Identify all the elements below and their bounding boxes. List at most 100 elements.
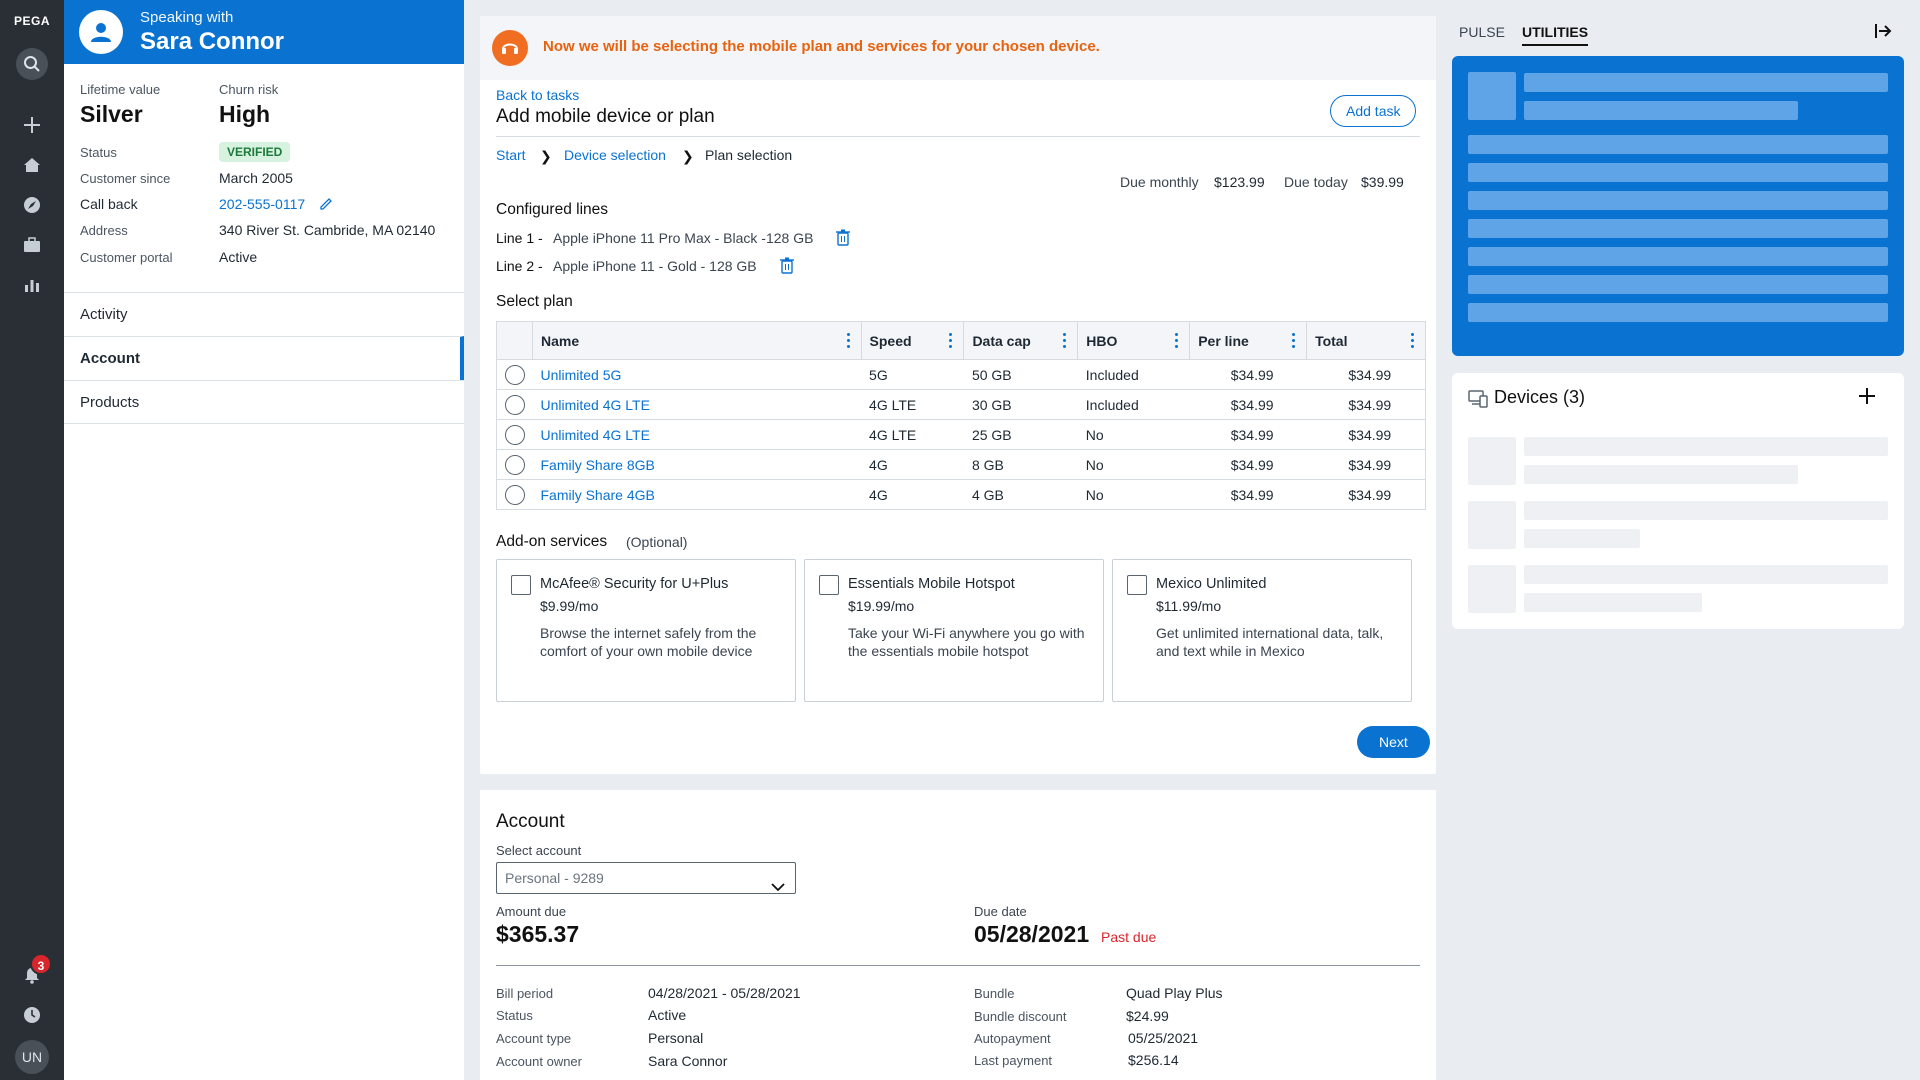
column-menu-icon[interactable] <box>1411 333 1415 349</box>
bundle-discount-value: $24.99 <box>1126 1008 1169 1024</box>
plan-name-link[interactable]: Family Share 4GB <box>532 479 862 510</box>
addon-card-mexico[interactable]: Mexico Unlimited $11.99/mo Get unlimited… <box>1112 559 1412 702</box>
line-1-label: Line 1 - <box>496 230 543 246</box>
table-row[interactable]: Family Share 4GB 4G 4 GB No $34.99 $34.9… <box>496 479 1426 510</box>
search-icon[interactable] <box>16 48 48 80</box>
plan-radio[interactable] <box>505 364 525 385</box>
addon-checkbox[interactable] <box>819 575 839 595</box>
home-icon[interactable] <box>16 149 48 181</box>
line-2-device: Apple iPhone 11 - Gold - 128 GB <box>553 258 757 274</box>
account-owner-value: Sara Connor <box>648 1053 728 1069</box>
addon-card-hotspot[interactable]: Essentials Mobile Hotspot $19.99/mo Take… <box>804 559 1104 702</box>
plan-hbo: No <box>1077 419 1190 450</box>
trash-icon[interactable] <box>836 229 850 250</box>
addon-description: Take your Wi-Fi anywhere you go with the… <box>848 625 1085 659</box>
due-monthly-label: Due monthly <box>1120 174 1199 190</box>
explore-icon[interactable] <box>16 189 48 221</box>
plan-radio[interactable] <box>505 454 525 475</box>
divider <box>496 136 1420 137</box>
plan-name-link[interactable]: Unlimited 4G LTE <box>532 389 862 420</box>
plan-data-cap: 50 GB <box>963 359 1078 390</box>
addon-checkbox[interactable] <box>511 575 531 595</box>
skeleton-block <box>1524 73 1888 92</box>
clock-icon[interactable] <box>16 999 48 1031</box>
breadcrumb-device-selection[interactable]: Device selection <box>564 147 666 163</box>
account-select[interactable]: Personal - 9289 <box>496 862 796 894</box>
menu-item-products[interactable]: Products <box>64 380 464 424</box>
task-card: Now we will be selecting the mobile plan… <box>480 16 1436 774</box>
churn-risk-value: High <box>219 101 271 127</box>
plan-radio[interactable] <box>505 394 525 415</box>
column-header-data-cap[interactable]: Data cap <box>963 321 1079 360</box>
column-header-per-line[interactable]: Per line <box>1189 321 1308 360</box>
notification-count-badge: 3 <box>30 953 52 975</box>
account-card: Account Select account Personal - 9289 A… <box>480 790 1436 1080</box>
table-row[interactable]: Unlimited 4G LTE 4G LTE 30 GB Included $… <box>496 389 1426 420</box>
plus-icon[interactable] <box>16 109 48 141</box>
add-device-icon[interactable] <box>1858 387 1876 409</box>
configured-lines-heading: Configured lines <box>496 201 609 218</box>
breadcrumb-plan-selection: Plan selection <box>705 147 793 163</box>
skeleton-block <box>1468 135 1888 154</box>
plan-speed: 4G LTE <box>861 419 964 450</box>
plan-per-line: $34.99 <box>1189 359 1307 390</box>
skeleton-block <box>1468 163 1888 182</box>
call-back-phone-link[interactable]: 202-555-0117 <box>219 196 306 212</box>
menu-item-account[interactable]: Account <box>64 336 464 380</box>
plan-hbo: No <box>1077 449 1190 480</box>
plan-radio[interactable] <box>505 424 525 445</box>
edit-pencil-icon[interactable] <box>319 197 333 215</box>
column-header-total[interactable]: Total <box>1306 321 1426 360</box>
column-menu-icon[interactable] <box>1292 333 1296 349</box>
column-menu-icon[interactable] <box>846 333 851 349</box>
trash-icon[interactable] <box>780 257 794 278</box>
amount-due-value: $365.37 <box>496 921 580 947</box>
plan-speed: 4G <box>861 449 964 480</box>
plan-name-link[interactable]: Unlimited 4G LTE <box>532 419 862 450</box>
table-row[interactable]: Unlimited 5G 5G 50 GB Included $34.99 $3… <box>496 359 1426 390</box>
breadcrumb-start[interactable]: Start <box>496 147 526 163</box>
column-header-hbo[interactable]: HBO <box>1077 321 1191 360</box>
tab-utilities[interactable]: UTILITIES <box>1522 24 1589 46</box>
column-header-label: Per line <box>1198 332 1249 349</box>
addon-card-mcafee[interactable]: McAfee® Security for U+Plus $9.99/mo Bro… <box>496 559 796 702</box>
plan-name-link[interactable]: Unlimited 5G <box>532 359 862 390</box>
column-header-label: Name <box>540 332 580 349</box>
verified-badge: VERIFIED <box>219 142 291 162</box>
plan-radio[interactable] <box>505 484 525 505</box>
back-to-tasks-link[interactable]: Back to tasks <box>496 87 580 103</box>
next-button[interactable]: Next <box>1357 726 1430 758</box>
column-menu-icon[interactable] <box>1175 333 1179 349</box>
account-status-value: Active <box>648 1007 687 1023</box>
plan-total: $34.99 <box>1306 449 1426 480</box>
call-back-label: Call back <box>80 196 138 212</box>
devices-card: Devices (3) <box>1452 373 1904 629</box>
tab-pulse[interactable]: PULSE <box>1459 24 1505 40</box>
menu-item-activity[interactable]: Activity <box>64 292 464 336</box>
addon-price: $19.99/mo <box>848 598 915 614</box>
skeleton-block <box>1468 501 1516 549</box>
column-menu-icon[interactable] <box>949 333 953 349</box>
table-row[interactable]: Family Share 8GB 4G 8 GB No $34.99 $34.9… <box>496 449 1426 480</box>
app-nav: PEGA 3 UN <box>0 0 64 1080</box>
add-task-button[interactable]: Add task <box>1330 95 1417 127</box>
plan-name-link[interactable]: Family Share 8GB <box>532 449 862 480</box>
column-header-speed[interactable]: Speed <box>860 321 965 360</box>
skeleton-block <box>1524 101 1798 120</box>
user-avatar[interactable]: UN <box>15 1040 49 1074</box>
briefcase-icon[interactable] <box>16 229 48 261</box>
plan-data-cap: 30 GB <box>963 389 1078 420</box>
customer-name: Sara Connor <box>140 28 285 55</box>
plans-table: Name Speed Data cap HBO Per line Total U… <box>496 321 1426 510</box>
address-value: 340 River St. Cambride, MA 02140 <box>219 222 436 238</box>
table-row[interactable]: Unlimited 4G LTE 4G LTE 25 GB No $34.99 … <box>496 419 1426 450</box>
customer-panel: Speaking with Sara Connor Lifetime value… <box>64 0 464 1080</box>
column-header-name[interactable]: Name <box>531 321 862 360</box>
column-menu-icon[interactable] <box>1063 333 1067 349</box>
reports-icon[interactable] <box>16 269 48 301</box>
brand-logo: PEGA <box>13 14 50 28</box>
addon-checkbox[interactable] <box>1127 575 1147 595</box>
lifetime-value-value: Silver <box>80 101 143 127</box>
collapse-panel-icon[interactable] <box>1874 22 1892 44</box>
notifications-bell-icon[interactable]: 3 <box>16 953 52 991</box>
